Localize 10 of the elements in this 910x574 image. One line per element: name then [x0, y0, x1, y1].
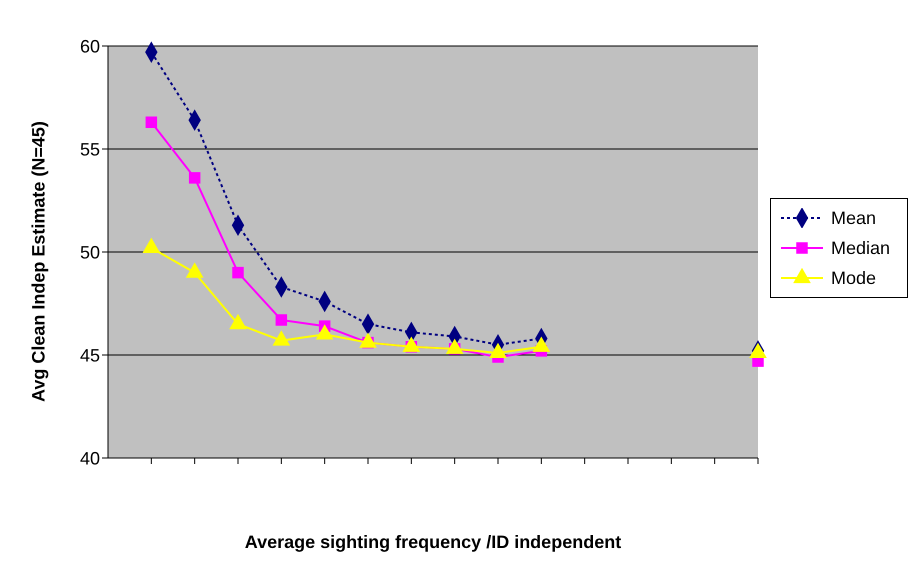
y-tick-label: 50: [80, 242, 100, 262]
y-tick-label: 45: [80, 345, 100, 366]
y-tick-label: 60: [80, 36, 100, 56]
legend-label: Mode: [831, 268, 876, 288]
y-axis-title: Avg Clean Indep Estimate (N=45): [28, 121, 48, 402]
x-axis-title: Average sighting frequency /ID independent: [244, 532, 622, 552]
legend-label: Median: [831, 238, 890, 258]
legend-label: Mean: [831, 208, 876, 228]
y-tick-label: 55: [80, 139, 100, 160]
y-tick-label: 40: [80, 448, 100, 468]
